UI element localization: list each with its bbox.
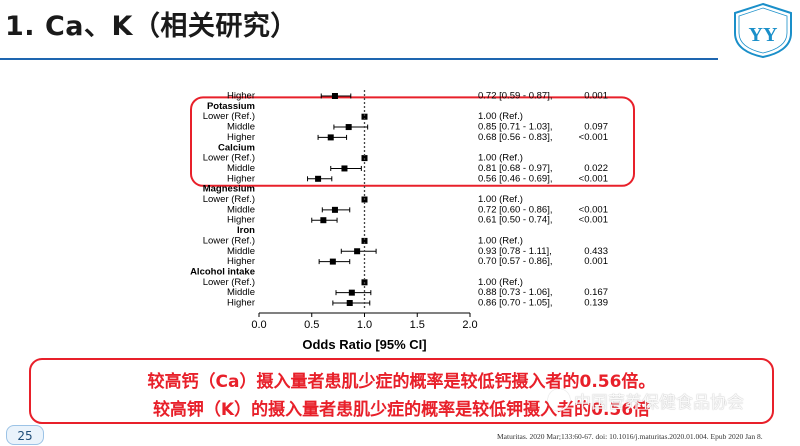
forest-plot: Higher 0.72 [0.59 - 0.87], 0.001PotassiumL… <box>190 90 635 352</box>
citation: Maturitas. 2020 Mar;133:60-67. doi: 10.1… <box>497 432 763 441</box>
p-value: <0.001 <box>579 173 608 184</box>
watermark: 中国营养保健食品协会 <box>548 388 744 413</box>
ci-text: 0.70 [0.57 - 0.86], <box>478 256 552 267</box>
row-label: Lower (Ref.) <box>203 235 255 246</box>
callout-line-calcium: 较高钙（Ca）摄入量者患肌少症的概率是较低钙摄入者的0.56倍。 <box>147 372 656 392</box>
x-tick-label: 2.0 <box>462 319 477 331</box>
slide-title: 1. Ca、K（相关研究） <box>5 11 298 42</box>
group-header: Iron <box>237 225 255 236</box>
row-label: Middle <box>227 122 255 133</box>
row-label: Lower (Ref.) <box>203 277 255 288</box>
p-value: 0.001 <box>584 91 608 102</box>
or-point <box>331 206 338 213</box>
p-value: 0.097 <box>584 122 608 133</box>
row-label: Middle <box>227 163 255 174</box>
row-label: Lower (Ref.) <box>203 194 255 205</box>
p-value: 0.001 <box>584 256 608 267</box>
row-label: Middle <box>227 204 255 215</box>
ci-text: 0.93 [0.78 - 1.11], <box>478 246 552 257</box>
ci-text: 1.00 (Ref.) <box>478 111 523 122</box>
page-number: 25 <box>6 425 44 445</box>
row-label: Middle <box>227 287 255 298</box>
or-point <box>327 134 334 141</box>
ci-text: 1.00 (Ref.) <box>478 235 523 246</box>
group-header: Potassium <box>207 101 255 112</box>
or-point <box>361 237 368 244</box>
or-point <box>320 217 327 224</box>
ci-text: 1.00 (Ref.) <box>478 194 523 205</box>
logo-monogram: YY <box>749 24 778 46</box>
or-point <box>341 165 348 172</box>
row-label: Higher <box>227 215 255 226</box>
row-label: Middle <box>227 246 255 257</box>
or-point <box>346 300 353 306</box>
conclusion-callout: 较高钙（Ca）摄入量者患肌少症的概率是较低钙摄入者的0.56倍。 较高钾（K）的… <box>29 358 774 424</box>
ci-text: 0.72 [0.59 - 0.87], <box>478 91 552 102</box>
row-label: Higher <box>227 256 255 267</box>
row-label: Higher <box>227 132 255 143</box>
callout-line-potassium: 较高钾（K）的摄入量者患肌少症的概率是较低钾摄入者的0.56倍 <box>152 400 651 420</box>
or-point <box>315 175 322 182</box>
ci-text: 0.72 [0.60 - 0.86], <box>478 204 552 215</box>
university-crest-icon: YY <box>734 2 792 59</box>
row-label: Lower (Ref.) <box>203 111 255 122</box>
x-tick-label: 1.0 <box>357 319 372 331</box>
or-point <box>361 113 368 120</box>
x-axis-label: Odds Ratio [95% CI] <box>302 337 426 352</box>
p-value: 0.022 <box>584 163 608 174</box>
row-label: Lower (Ref.) <box>203 153 255 164</box>
ci-text: 0.88 [0.73 - 1.06], <box>478 287 552 298</box>
ci-text: 1.00 (Ref.) <box>478 153 523 164</box>
group-header: Calcium <box>218 142 255 153</box>
p-value: <0.001 <box>579 204 608 215</box>
x-tick-label: 1.5 <box>410 319 425 331</box>
or-point <box>345 124 352 131</box>
ci-text: 0.56 [0.46 - 0.69], <box>478 173 552 184</box>
or-point <box>329 258 336 265</box>
p-value: <0.001 <box>579 132 608 143</box>
ci-text: 0.86 [0.70 - 1.05], <box>478 298 552 309</box>
p-value: 0.167 <box>584 287 608 298</box>
row-label: Higher <box>227 91 255 102</box>
ci-text: 0.68 [0.56 - 0.83], <box>478 132 552 143</box>
watermark-text: 中国营养保健食品协会 <box>574 393 744 413</box>
highlight-box <box>190 96 635 187</box>
or-point <box>354 248 361 255</box>
row-label: Higher <box>227 298 255 309</box>
ci-text: 0.85 [0.71 - 1.03], <box>478 122 552 133</box>
p-value: 0.433 <box>584 246 608 257</box>
watermark-logo-icon <box>548 389 570 411</box>
or-point <box>348 289 355 296</box>
p-value: <0.001 <box>579 215 608 226</box>
or-point <box>331 93 338 99</box>
ci-text: 0.81 [0.68 - 0.97], <box>478 163 552 174</box>
group-header: Alcohol intake <box>190 266 255 277</box>
x-tick-label: 0.0 <box>251 319 266 331</box>
p-value: 0.139 <box>584 298 608 309</box>
row-label: Higher <box>227 173 255 184</box>
ci-text: 0.61 [0.50 - 0.74], <box>478 215 552 226</box>
x-tick-label: 0.5 <box>304 319 319 331</box>
group-header: Magnesium <box>203 184 255 195</box>
ci-text: 1.00 (Ref.) <box>478 277 523 288</box>
title-divider <box>0 58 718 60</box>
